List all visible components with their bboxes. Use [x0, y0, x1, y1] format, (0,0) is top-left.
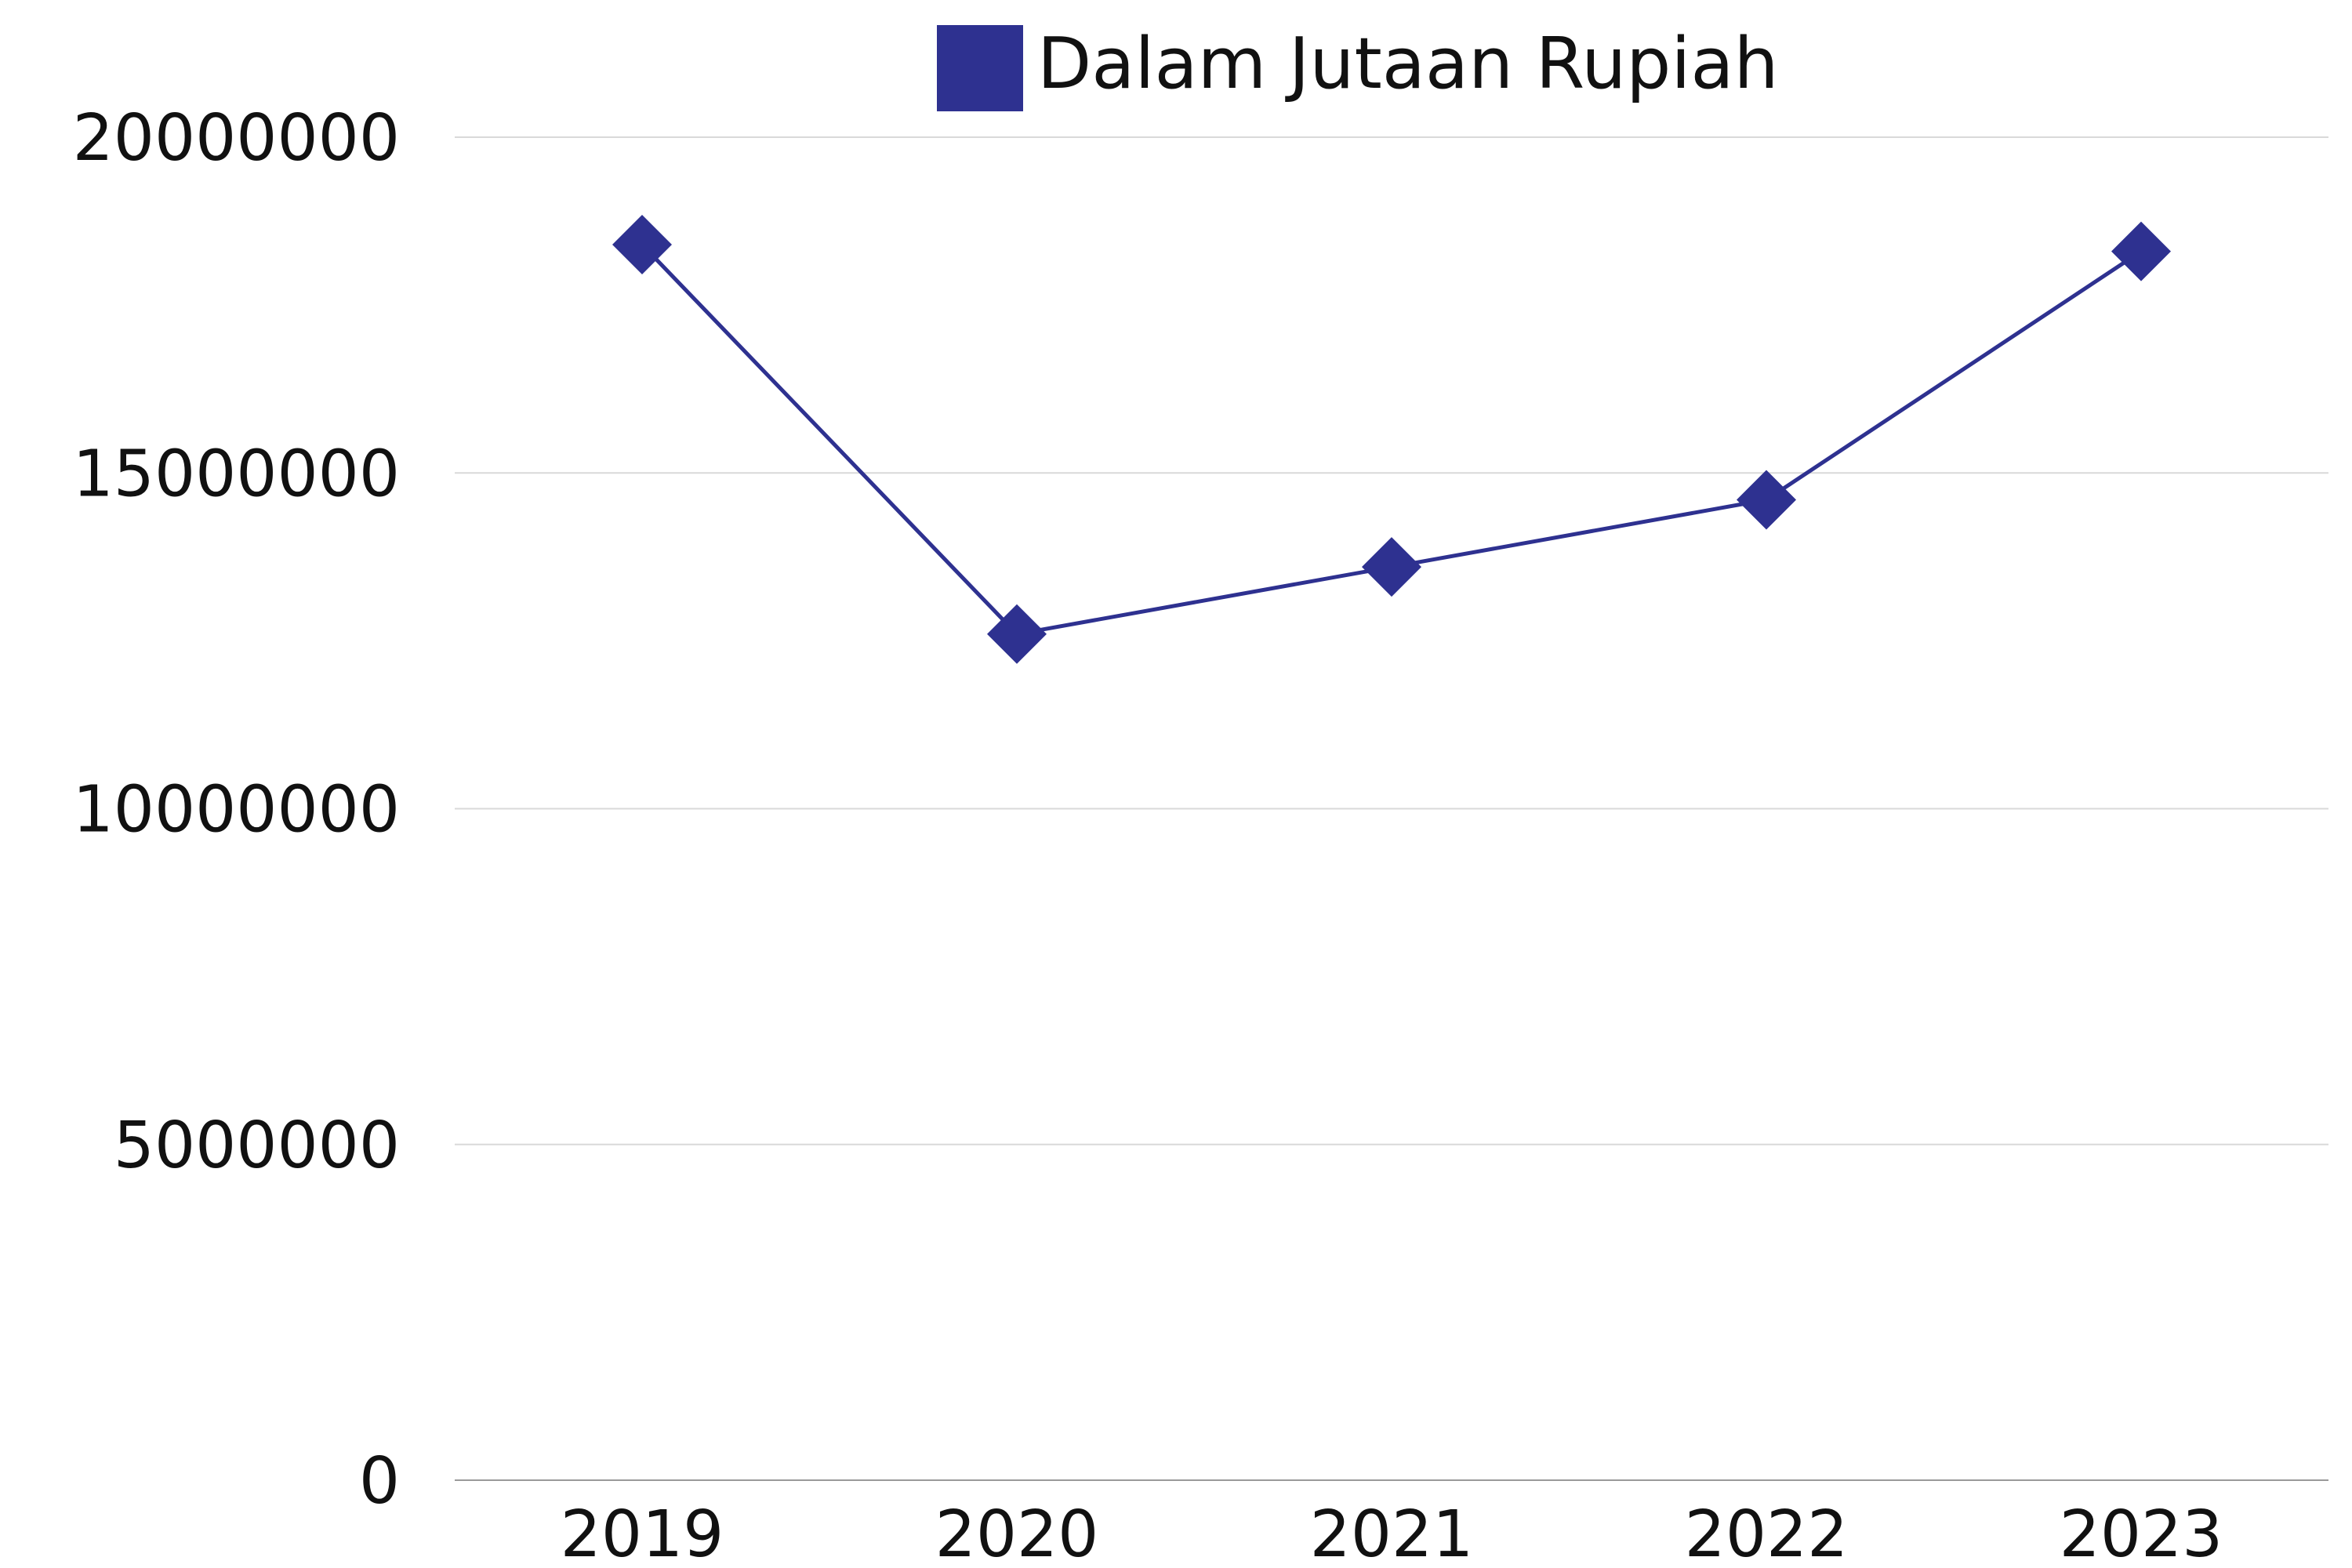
data-point-marker [1737, 470, 1796, 530]
x-tick-label: 2023 [2060, 1497, 2223, 1568]
data-point-marker [987, 604, 1047, 664]
data-point-marker [2111, 221, 2171, 281]
y-tick-label: 15000000 [73, 437, 400, 511]
legend: Dalam Jutaan Rupiah [937, 23, 1779, 111]
y-tick-label: 20000000 [73, 101, 400, 176]
y-tick-label: 5000000 [114, 1109, 400, 1183]
y-axis: 0 5000000 10000000 15000000 20000000 [73, 101, 400, 1519]
series-layer [612, 215, 2171, 664]
x-axis: 2019 2020 2021 2022 2023 [455, 1479, 2328, 1568]
data-point-marker [1362, 537, 1421, 597]
legend-swatch [937, 25, 1023, 111]
data-point-marker [612, 215, 672, 275]
y-tick-label: 0 [359, 1444, 400, 1519]
x-tick-label: 2021 [1310, 1497, 1474, 1568]
gridlines [455, 136, 2328, 1145]
legend-label: Dalam Jutaan Rupiah [1037, 23, 1779, 105]
x-tick-label: 2022 [1685, 1497, 1849, 1568]
y-tick-label: 10000000 [73, 773, 400, 848]
x-tick-label: 2020 [935, 1497, 1099, 1568]
x-tick-label: 2019 [561, 1497, 724, 1568]
